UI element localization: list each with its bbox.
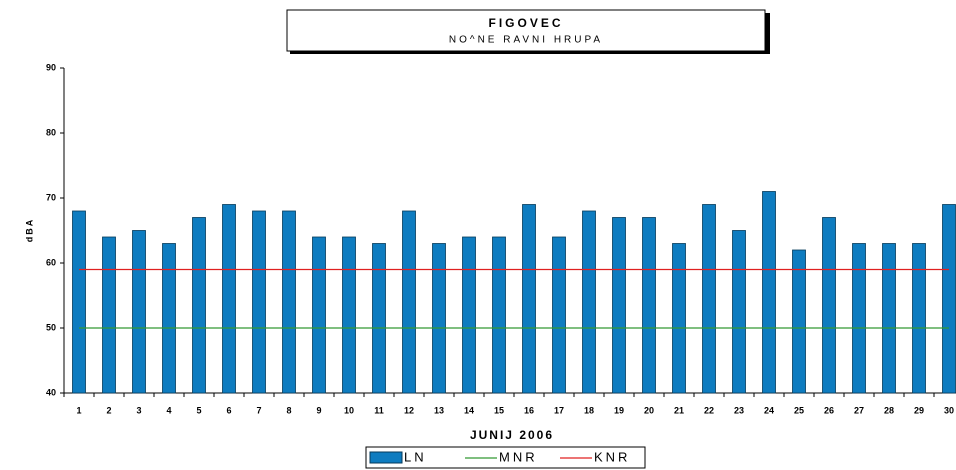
x-tick-label: 3 <box>136 405 141 415</box>
bar <box>72 210 86 394</box>
bar <box>882 243 896 394</box>
legend-label: MNR <box>499 449 538 464</box>
bar <box>222 204 236 394</box>
x-tick-label: 27 <box>854 405 864 415</box>
bar <box>792 249 806 394</box>
x-axis-label: JUNIJ 2006 <box>470 428 554 442</box>
bar <box>342 236 356 394</box>
y-tick-label: 60 <box>46 257 56 267</box>
x-tick-label: 20 <box>644 405 654 415</box>
x-tick-label: 29 <box>914 405 924 415</box>
bar <box>612 217 626 394</box>
x-tick-label: 28 <box>884 405 894 415</box>
x-tick-label: 13 <box>434 405 444 415</box>
bar <box>162 243 176 394</box>
x-tick-label: 14 <box>464 405 474 415</box>
bar <box>492 236 506 394</box>
chart-title: FIGOVEC <box>488 16 563 30</box>
bar <box>312 236 326 394</box>
x-tick-label: 26 <box>824 405 834 415</box>
bar <box>642 217 656 394</box>
x-tick-label: 21 <box>674 405 684 415</box>
x-tick-label: 1 <box>76 405 81 415</box>
y-tick-label: 70 <box>46 192 56 202</box>
bar <box>522 204 536 394</box>
legend-swatch <box>369 451 403 464</box>
y-tick-label: 40 <box>46 387 56 397</box>
x-tick-label: 24 <box>764 405 774 415</box>
bar <box>462 236 476 394</box>
x-tick-label: 5 <box>196 405 201 415</box>
x-tick-label: 19 <box>614 405 624 415</box>
title-box <box>286 9 766 52</box>
x-tick-label: 15 <box>494 405 504 415</box>
bar <box>702 204 716 394</box>
x-tick-label: 16 <box>524 405 534 415</box>
bar <box>852 243 866 394</box>
legend-label: LN <box>404 449 427 464</box>
y-tick-label: 80 <box>46 127 56 137</box>
bar <box>552 236 566 394</box>
bar <box>102 236 116 394</box>
x-tick-label: 11 <box>374 405 384 415</box>
bar <box>672 243 686 394</box>
bar <box>282 210 296 394</box>
bar <box>192 217 206 394</box>
bar <box>942 204 956 394</box>
x-tick-label: 22 <box>704 405 714 415</box>
x-tick-label: 17 <box>554 405 564 415</box>
x-tick-label: 30 <box>944 405 954 415</box>
bar <box>432 243 446 394</box>
chart-subtitle: NO^NE RAVNI HRUPA <box>449 35 603 46</box>
bar <box>132 230 146 394</box>
x-tick-label: 8 <box>286 405 291 415</box>
legend-label: KNR <box>594 449 630 464</box>
x-tick-label: 10 <box>344 405 354 415</box>
bar <box>912 243 926 394</box>
x-tick-label: 4 <box>166 405 171 415</box>
y-tick-label: 90 <box>46 62 56 72</box>
x-tick-label: 2 <box>106 405 111 415</box>
bar <box>252 210 266 394</box>
x-tick-label: 9 <box>316 405 321 415</box>
x-tick-label: 18 <box>584 405 594 415</box>
bar <box>762 191 776 394</box>
x-tick-label: 23 <box>734 405 744 415</box>
bar <box>402 210 416 394</box>
bar <box>732 230 746 394</box>
bar <box>822 217 836 394</box>
bar <box>372 243 386 394</box>
legend-box <box>365 446 646 469</box>
x-tick-label: 25 <box>794 405 804 415</box>
bar <box>582 210 596 394</box>
y-tick-label: 50 <box>46 322 56 332</box>
x-tick-label: 7 <box>256 405 261 415</box>
y-axis-label: dBA <box>24 218 34 243</box>
x-tick-label: 6 <box>226 405 231 415</box>
x-tick-label: 12 <box>404 405 414 415</box>
